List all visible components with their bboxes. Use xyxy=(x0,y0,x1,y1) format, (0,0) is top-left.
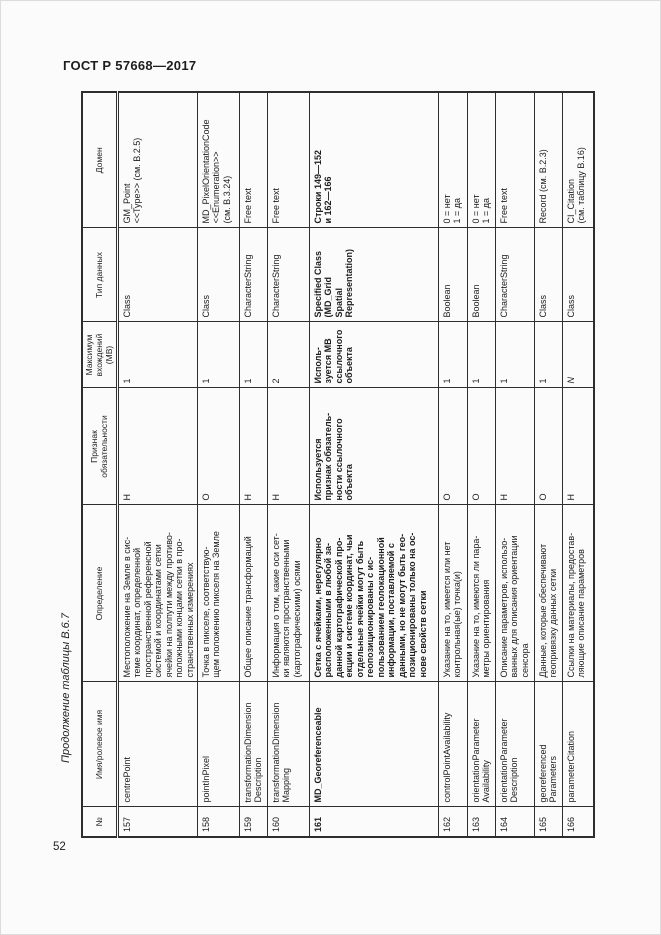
cell-obligation: Н xyxy=(562,388,594,505)
table-row-164: 164 orientationParameter Description Опи… xyxy=(495,92,534,837)
table-row-161: 161 MD_Georeferenceable Сетка с ячейками… xyxy=(309,92,438,837)
table-continuation-caption: Продолжение таблицы В.6.7 xyxy=(60,613,72,763)
cell-num: 160 xyxy=(267,807,309,837)
cell-obligation: О xyxy=(197,388,239,505)
rotated-table-container: № Имя/ролевое имя Определение Признак об… xyxy=(81,91,596,838)
page-number: 52 xyxy=(53,841,66,853)
table-row-159: 159 transformationDimension Description … xyxy=(239,92,267,837)
cell-definition: Местоположение на Земле в сис- теме коор… xyxy=(117,505,197,682)
cell-data-type: Class xyxy=(197,228,239,322)
table-row-158: 158 pointInPixel Точка в пикселе, соотве… xyxy=(197,92,239,837)
col-header-obligation: Признак обязательности xyxy=(82,388,117,505)
table-row-162: 162 controlPointAvailability Указание на… xyxy=(438,92,467,837)
cell-definition: Описание параметров, использо- ванных дл… xyxy=(495,505,534,682)
cell-data-type: Specified Class (MD_Grid Spatial Represe… xyxy=(309,228,438,322)
cell-name: controlPointAvailability xyxy=(438,682,467,807)
cell-max-occurrences: 1 xyxy=(197,322,239,388)
standard-code: ГОСТ Р 57668—2017 xyxy=(63,58,197,73)
col-header-definition: Определение xyxy=(82,505,117,682)
cell-definition: Данные, которые обеспечивают геопривязку… xyxy=(534,505,562,682)
cell-obligation: Н xyxy=(267,388,309,505)
col-header-num: № xyxy=(82,807,117,837)
cell-num: 166 xyxy=(562,807,594,837)
cell-name: orientationParameter Description xyxy=(495,682,534,807)
cell-num: 158 xyxy=(197,807,239,837)
cell-name: transformationDimension Mapping xyxy=(267,682,309,807)
cell-name: parameterCitation xyxy=(562,682,594,807)
cell-data-type: CharacterString xyxy=(239,228,267,322)
cell-domain: GM_Point <<Type>> (см. В.2.5) xyxy=(117,92,197,228)
cell-domain: CI_Citation (см. таблицу В.16) xyxy=(562,92,594,228)
cell-definition: Ссылки на материалы, предостав- ляющие о… xyxy=(562,505,594,682)
cell-max-occurrences: 1 xyxy=(534,322,562,388)
cell-max-occurrences: 1 xyxy=(467,322,495,388)
cell-max-occurrences: 2 xyxy=(267,322,309,388)
cell-max-occurrences: 1 xyxy=(438,322,467,388)
cell-domain: 0 = нет 1 = да xyxy=(467,92,495,228)
col-header-domain: Домен xyxy=(82,92,117,228)
col-header-max-occurrences: Максимум вхождений (МВ) xyxy=(82,322,117,388)
cell-data-type: Class xyxy=(562,228,594,322)
cell-domain: Строки 149—152 и 162—166 xyxy=(309,92,438,228)
cell-num: 157 xyxy=(117,807,197,837)
cell-obligation: Используется признак обязатель- ности сс… xyxy=(309,388,438,505)
cell-max-occurrences: N xyxy=(562,322,594,388)
cell-num: 159 xyxy=(239,807,267,837)
cell-obligation: Н xyxy=(239,388,267,505)
cell-data-type: CharacterString xyxy=(495,228,534,322)
cell-definition: Точка в пикселе, соответствую- щем полож… xyxy=(197,505,239,682)
cell-obligation: Н xyxy=(117,388,197,505)
cell-data-type: Class xyxy=(534,228,562,322)
cell-num: 164 xyxy=(495,807,534,837)
table-row-163: 163 orientationParameter Availability Ук… xyxy=(467,92,495,837)
col-header-data-type: Тип данных xyxy=(82,228,117,322)
cell-definition: Указание на то, имеется или нет контроль… xyxy=(438,505,467,682)
cell-max-occurrences: 1 xyxy=(495,322,534,388)
table-row-166: 166 parameterCitation Ссылки на материал… xyxy=(562,92,594,837)
table-row-157: 157 centrePoint Местоположение на Земле … xyxy=(117,92,197,837)
cell-domain: 0 = нет 1 = да xyxy=(438,92,467,228)
cell-domain: MD_PixelOrientationCode <<Enumeration>> … xyxy=(197,92,239,228)
cell-data-type: CharacterString xyxy=(267,228,309,322)
cell-num: 161 xyxy=(309,807,438,837)
cell-obligation: Н xyxy=(495,388,534,505)
cell-obligation: О xyxy=(467,388,495,505)
cell-max-occurrences: Исполь- зуется МВ ссылочного объекта xyxy=(309,322,438,388)
cell-name: MD_Georeferenceable xyxy=(309,682,438,807)
cell-name: centrePoint xyxy=(117,682,197,807)
cell-name: orientationParameter Availability xyxy=(467,682,495,807)
cell-obligation: О xyxy=(438,388,467,505)
cell-definition: Сетка с ячейками, нерегулярно расположен… xyxy=(309,505,438,682)
cell-obligation: О xyxy=(534,388,562,505)
col-header-name: Имя/ролевое имя xyxy=(82,682,117,807)
cell-data-type: Class xyxy=(117,228,197,322)
table-row-160: 160 transformationDimension Mapping Инфо… xyxy=(267,92,309,837)
cell-max-occurrences: 1 xyxy=(117,322,197,388)
cell-data-type: Boolean xyxy=(438,228,467,322)
metadata-elements-table: № Имя/ролевое имя Определение Признак об… xyxy=(81,91,595,838)
cell-definition: Информация о том, какие оси сет- ки явля… xyxy=(267,505,309,682)
cell-domain: Record (см. В.2.3) xyxy=(534,92,562,228)
cell-definition: Указание на то, имеются ли пара- метры о… xyxy=(467,505,495,682)
table-row-165: 165 georeferenced Parameters Данные, кот… xyxy=(534,92,562,837)
cell-name: transformationDimension Description xyxy=(239,682,267,807)
cell-max-occurrences: 1 xyxy=(239,322,267,388)
cell-num: 162 xyxy=(438,807,467,837)
cell-name: pointInPixel xyxy=(197,682,239,807)
cell-num: 165 xyxy=(534,807,562,837)
cell-name: georeferenced Parameters xyxy=(534,682,562,807)
cell-num: 163 xyxy=(467,807,495,837)
cell-domain: Free text xyxy=(267,92,309,228)
cell-domain: Free text xyxy=(239,92,267,228)
cell-domain: Free text xyxy=(495,92,534,228)
cell-data-type: Boolean xyxy=(467,228,495,322)
cell-definition: Общее описание трансформаций xyxy=(239,505,267,682)
header-row: № Имя/ролевое имя Определение Признак об… xyxy=(82,92,117,837)
